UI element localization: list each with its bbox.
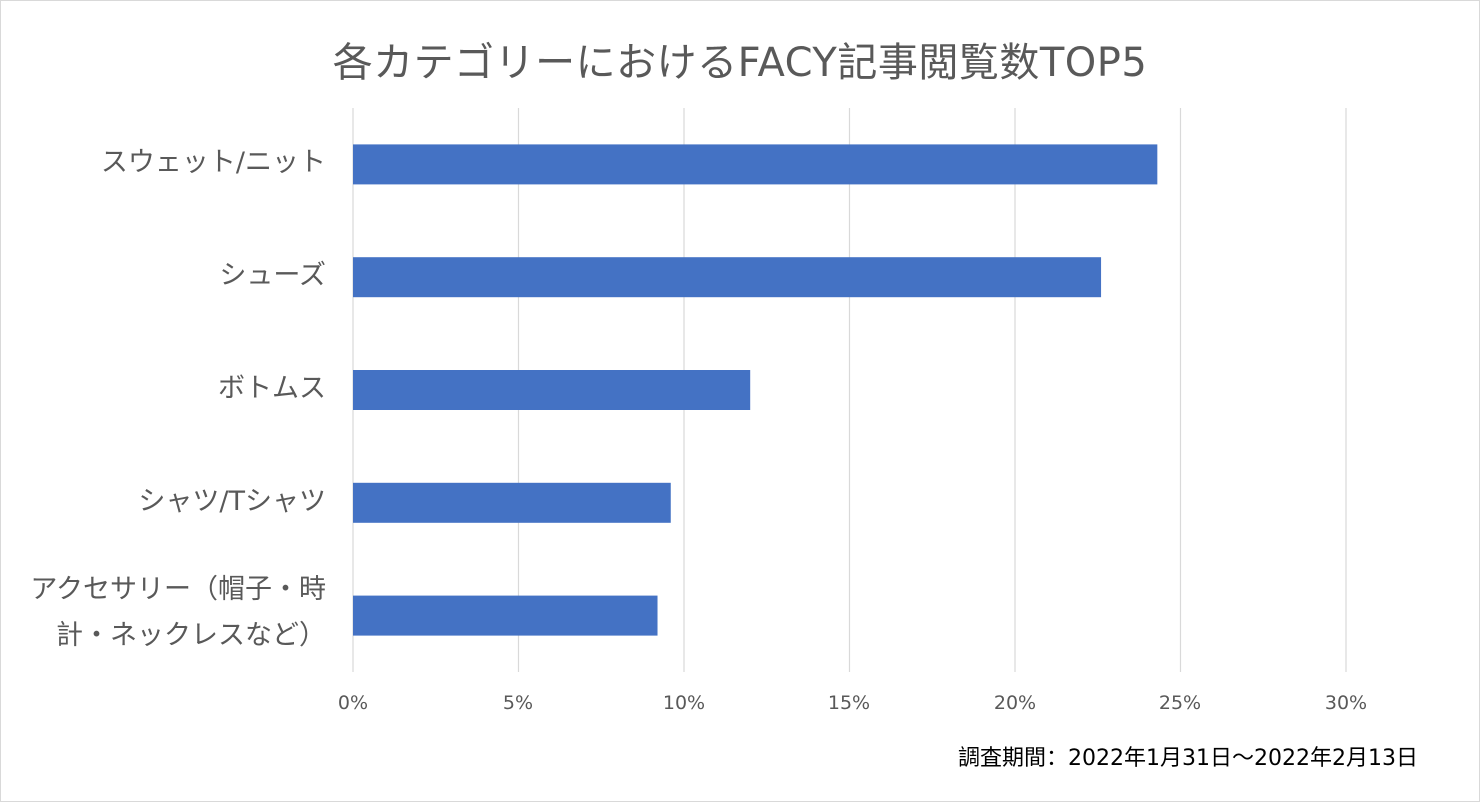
chart-title: 各カテゴリーにおけるFACY記事閲覧数TOP5 xyxy=(332,40,1148,86)
x-tick-label: 15% xyxy=(827,692,871,714)
category-label: シューズ xyxy=(219,260,326,291)
bar xyxy=(353,370,751,410)
bar xyxy=(353,144,1158,185)
x-tick-label: 30% xyxy=(1324,692,1368,714)
x-tick-label: 25% xyxy=(1158,692,1202,714)
bars xyxy=(353,144,1158,636)
bar xyxy=(353,595,658,636)
x-tick-label: 0% xyxy=(337,692,369,714)
category-label: シャツ/Tシャツ xyxy=(138,486,326,517)
x-tick-label: 10% xyxy=(662,692,706,714)
x-tick-label: 5% xyxy=(502,692,534,714)
category-label: ボトムス xyxy=(218,373,326,404)
survey-period-note: 調査期間：2022年1月31日～2022年2月13日 xyxy=(958,746,1418,771)
bar xyxy=(353,257,1102,298)
category-label: スウェット/ニット xyxy=(100,147,326,178)
bar xyxy=(353,482,671,523)
category-label: アクセサリー（帽子・時計・ネックレスなど） xyxy=(30,574,326,651)
x-tick-label: 20% xyxy=(993,692,1037,714)
